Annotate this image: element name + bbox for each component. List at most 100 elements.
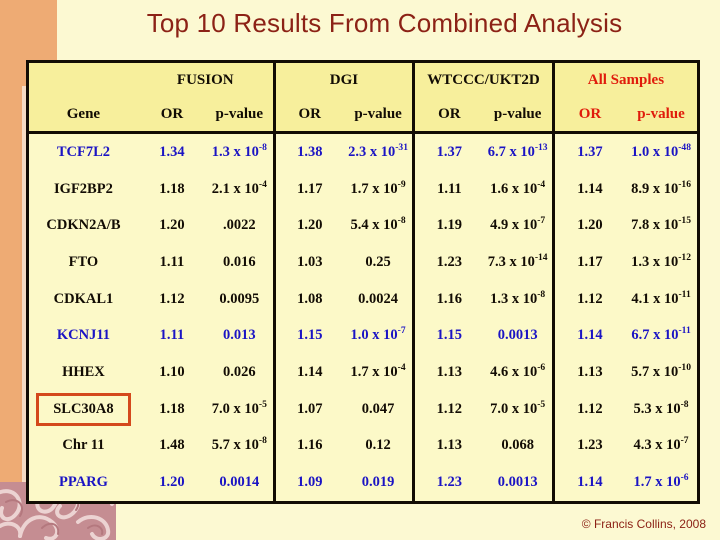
table-row[interactable]: SLC30A8 1.18 7.0 x 10-5 1.07 0.047 1.12 7.0 x …: [29, 390, 697, 428]
all-or-cell: 1.14: [551, 464, 626, 501]
gene-name-cell[interactable]: HHEX: [29, 354, 138, 391]
wtccc-pvalue-cell: 4.6 x 10-6: [483, 354, 554, 391]
gene-highlight-box: [36, 392, 131, 426]
group-header-fusion: FUSION: [137, 63, 275, 97]
dgi-pvalue-cell: 1.7 x 10-4: [343, 354, 414, 391]
study-group-row: FUSION DGI WTCCC/UKT2D All Samples: [29, 63, 697, 97]
table-row[interactable]: CDKAL1 1.12 0.0095 1.08 0.0024 1.16 1.3 x 10-8…: [29, 280, 697, 318]
fusion-pvalue-cell: 5.7 x 10-8: [206, 427, 275, 465]
wtccc-or-cell: 1.13: [412, 427, 484, 465]
fusion-or-cell: 1.20: [137, 207, 206, 245]
table-body: TCF7L2 1.34 1.3 x 10-8 1.38 2.3 x 10-31 1.37 6…: [29, 132, 697, 501]
all-or-cell: 1.13: [551, 354, 626, 391]
fusion-pvalue-cell: .0022: [206, 207, 275, 245]
group-header-blank: [29, 63, 138, 97]
table-row[interactable]: IGF2BP2 1.18 2.1 x 10-4 1.17 1.7 x 10-9 1.11 1…: [29, 170, 697, 208]
fusion-pvalue-cell: 2.1 x 10-4: [206, 170, 275, 208]
col-header-dgi-or: OR: [272, 97, 344, 134]
fusion-or-cell: 1.11: [137, 244, 206, 281]
group-header-all-samples: All Samples: [551, 63, 697, 97]
wtccc-or-cell: 1.13: [412, 354, 484, 391]
group-header-dgi: DGI: [272, 63, 414, 97]
table-row[interactable]: CDKN2A/B 1.20.0022 1.20 5.4 x 10-8 1.19 4.9 x…: [29, 207, 697, 245]
gene-name-cell[interactable]: FTO: [29, 244, 138, 281]
all-pvalue-cell: 4.3 x 10-7: [625, 427, 697, 465]
col-header-dgi-pvalue: p-value: [343, 97, 414, 134]
wtccc-pvalue-cell: 0.0013: [483, 317, 554, 355]
dgi-or-cell: 1.17: [272, 170, 344, 208]
fusion-pvalue-cell: 1.3 x 10-8: [206, 132, 275, 171]
all-pvalue-cell: 1.0 x 10-48: [625, 132, 697, 171]
gene-name-cell[interactable]: KCNJ11: [29, 317, 138, 355]
gene-name-cell[interactable]: SLC30A8: [29, 390, 138, 428]
col-header-gene: Gene: [29, 97, 138, 134]
col-header-wtccc-pvalue: p-value: [483, 97, 554, 134]
wtccc-pvalue-cell: 4.9 x 10-7: [483, 207, 554, 245]
col-header-wtccc-or: OR: [412, 97, 484, 134]
fusion-pvalue-cell: 0.0014: [206, 464, 275, 501]
wtccc-pvalue-cell: 7.0 x 10-5: [483, 390, 554, 428]
gene-name-cell[interactable]: Chr 11: [29, 427, 138, 465]
decorative-orange-strip: [0, 56, 22, 496]
page-title: Top 10 Results From Combined Analysis: [146, 8, 623, 38]
all-pvalue-cell: 6.7 x 10-11: [625, 317, 697, 355]
table-row[interactable]: Chr 11 1.48 5.7 x 10-8 1.16 0.12 1.13 0.068 1.2…: [29, 427, 697, 465]
gene-name-cell[interactable]: TCF7L2: [29, 132, 138, 171]
all-or-cell: 1.14: [551, 170, 626, 208]
all-pvalue-cell: 5.7 x 10-10: [625, 354, 697, 391]
dgi-pvalue-cell: 0.25: [343, 244, 414, 281]
wtccc-or-cell: 1.23: [412, 464, 484, 501]
gene-name-cell[interactable]: CDKN2A/B: [29, 207, 138, 245]
fusion-or-cell: 1.48: [137, 427, 206, 465]
dgi-pvalue-cell: 0.019: [343, 464, 414, 501]
all-pvalue-cell: 7.8 x 10-15: [625, 207, 697, 245]
wtccc-or-cell: 1.11: [412, 170, 484, 208]
all-or-cell: 1.12: [551, 280, 626, 318]
dgi-or-cell: 1.16: [272, 427, 344, 465]
all-pvalue-cell: 1.7 x 10-6: [625, 464, 697, 501]
fusion-pvalue-cell: 0.016: [206, 244, 275, 281]
copyright-credit: © Francis Collins, 2008: [581, 517, 706, 531]
wtccc-pvalue-cell: 0.0013: [483, 464, 554, 501]
wtccc-or-cell: 1.16: [412, 280, 484, 318]
gene-name-cell[interactable]: CDKAL1: [29, 280, 138, 318]
dgi-or-cell: 1.15: [272, 317, 344, 355]
fusion-pvalue-cell: 0.013: [206, 317, 275, 355]
wtccc-pvalue-cell: 0.068: [483, 427, 554, 465]
fusion-or-cell: 1.18: [137, 390, 206, 428]
dgi-or-cell: 1.38: [272, 132, 344, 171]
table-row[interactable]: PPARG 1.20 0.0014 1.09 0.019 1.23 0.0013 1.14 1.…: [29, 464, 697, 501]
table-header: FUSION DGI WTCCC/UKT2D All Samples Gene …: [29, 63, 697, 134]
wtccc-or-cell: 1.19: [412, 207, 484, 245]
dgi-or-cell: 1.09: [272, 464, 344, 501]
gene-name-cell[interactable]: IGF2BP2: [29, 170, 138, 208]
fusion-or-cell: 1.12: [137, 280, 206, 318]
wtccc-pvalue-cell: 7.3 x 10-14: [483, 244, 554, 281]
wtccc-or-cell: 1.23: [412, 244, 484, 281]
fusion-or-cell: 1.18: [137, 170, 206, 208]
group-header-wtccc: WTCCC/UKT2D: [412, 63, 554, 97]
col-header-fusion-or: OR: [137, 97, 206, 134]
gene-name-cell[interactable]: PPARG: [29, 464, 138, 501]
all-or-cell: 1.23: [551, 427, 626, 465]
dgi-or-cell: 1.20: [272, 207, 344, 245]
results-table: FUSION DGI WTCCC/UKT2D All Samples Gene …: [26, 60, 700, 504]
col-header-all-or: OR: [551, 97, 626, 134]
col-header-fusion-pvalue: p-value: [206, 97, 275, 134]
table-row[interactable]: KCNJ11 1.11 0.013 1.15 1.0 x 10-7 1.15 0.0013 1…: [29, 317, 697, 355]
table-row[interactable]: TCF7L2 1.34 1.3 x 10-8 1.38 2.3 x 10-31 1.37 6…: [29, 132, 697, 171]
table-row[interactable]: FTO 1.11 0.016 1.03 0.25 1.23 7.3 x 10-14 1.17 1…: [29, 244, 697, 281]
dgi-or-cell: 1.03: [272, 244, 344, 281]
table-row[interactable]: HHEX 1.10 0.026 1.14 1.7 x 10-4 1.13 4.6 x 10-…: [29, 354, 697, 391]
col-header-all-pvalue: p-value: [625, 97, 697, 134]
all-pvalue-cell: 8.9 x 10-16: [625, 170, 697, 208]
dgi-pvalue-cell: 1.0 x 10-7: [343, 317, 414, 355]
wtccc-or-cell: 1.37: [412, 132, 484, 171]
wtccc-pvalue-cell: 6.7 x 10-13: [483, 132, 554, 171]
decorative-orange-block: [0, 0, 57, 56]
dgi-pvalue-cell: 0.047: [343, 390, 414, 428]
dgi-or-cell: 1.07: [272, 390, 344, 428]
all-or-cell: 1.37: [551, 132, 626, 171]
all-or-cell: 1.20: [551, 207, 626, 245]
